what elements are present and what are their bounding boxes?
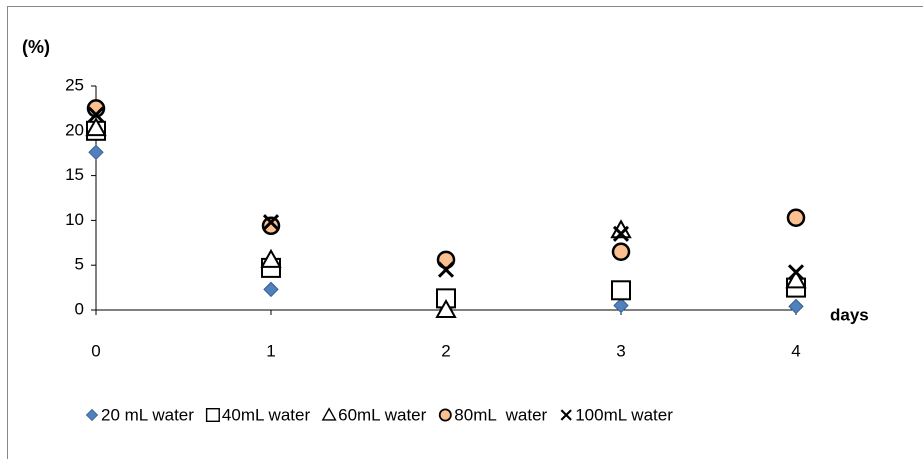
marker [260, 248, 282, 268]
marker [613, 297, 629, 314]
y-tick-label: 10 [65, 210, 84, 229]
legend-entry: 40mL water [205, 405, 311, 424]
legend-label: 80mL water [454, 405, 547, 424]
x-axis-label: days [830, 305, 869, 324]
marker [435, 298, 457, 318]
x-tick-label: 1 [266, 341, 275, 360]
x-tick-label: 3 [616, 341, 625, 360]
chart-frame [7, 6, 923, 459]
y-tick-label: 20 [65, 120, 84, 139]
y-tick-label: 5 [75, 255, 84, 274]
marker [786, 208, 806, 227]
legend-marker [560, 409, 572, 421]
marker [611, 242, 631, 262]
y-tick-label: 25 [65, 75, 84, 94]
x-tick-label: 2 [441, 341, 450, 360]
marker [262, 214, 280, 231]
y-tick-label: 0 [75, 299, 84, 318]
legend-label: 60mL water [338, 405, 427, 424]
legend-marker [205, 407, 220, 422]
x-tick-label: 4 [791, 341, 800, 360]
legend-entry: 80mL water [438, 405, 548, 424]
legend-label: 20 mL water [101, 405, 194, 424]
legend-label: 100mL water [575, 405, 673, 424]
marker [611, 280, 631, 301]
legend-entry: 60mL water [321, 405, 427, 424]
legend-marker [321, 407, 337, 421]
marker [87, 106, 105, 123]
legend-marker [438, 408, 452, 422]
marker [785, 269, 807, 289]
marker [85, 117, 107, 137]
marker [787, 264, 805, 281]
marker [612, 225, 630, 242]
marker [437, 261, 455, 278]
marker [263, 281, 279, 298]
legend-label: 40mL water [222, 405, 311, 424]
legend-entry: 20 mL water [85, 405, 194, 424]
marker [88, 144, 104, 161]
marker [261, 216, 281, 236]
y-tick-label: 15 [65, 165, 84, 184]
legend-marker [85, 408, 99, 422]
marker [788, 298, 804, 315]
y-axis-label: (%) [22, 37, 50, 57]
x-tick-label: 0 [91, 341, 100, 360]
legend-entry: 100mL water [560, 405, 673, 424]
